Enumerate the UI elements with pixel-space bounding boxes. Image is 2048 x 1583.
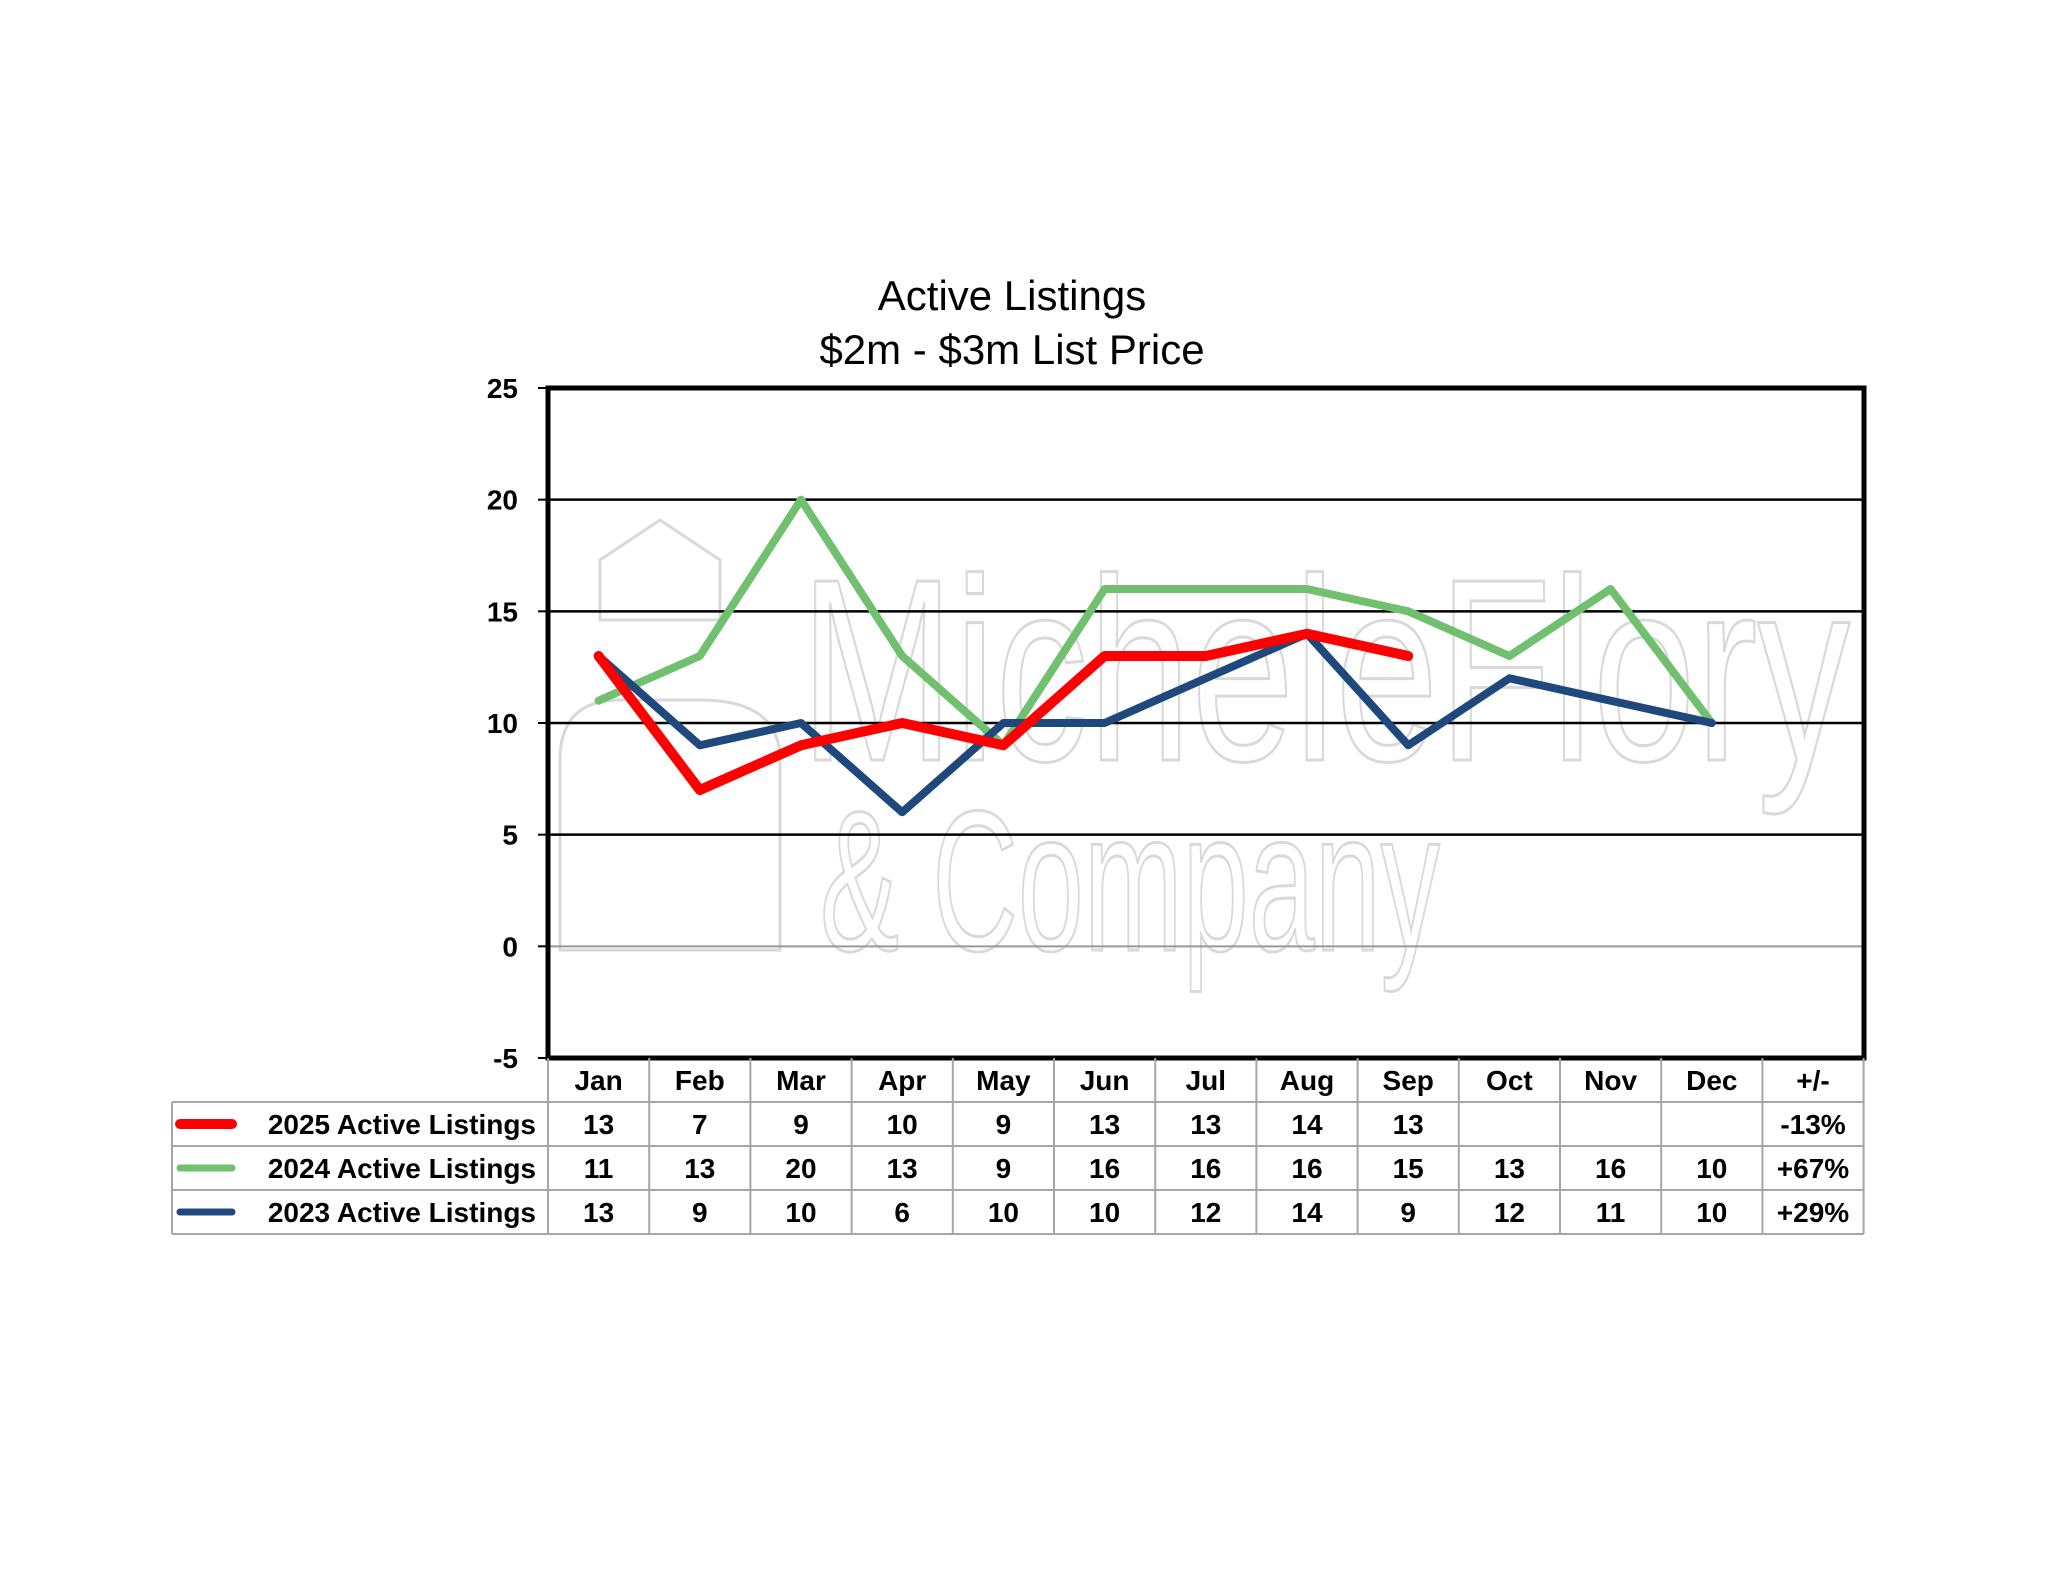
table-header-cell: Jun	[1080, 1065, 1130, 1096]
y-tick-label: 0	[502, 931, 518, 962]
table-value-cell: 10	[1696, 1197, 1727, 1228]
table-value-cell: 13	[583, 1109, 614, 1140]
data-table: Jan Feb Mar Apr May Jun Jul Aug Sep Oct Nov Dec +/- 2…	[171, 1058, 1865, 1235]
table-value-cell: 10	[988, 1197, 1019, 1228]
table-header-cell: Nov	[1584, 1065, 1637, 1096]
series-line-2	[594, 629, 1716, 817]
table-value-cell: 6	[894, 1197, 910, 1228]
table-value-cell: 14	[1291, 1197, 1323, 1228]
y-tick-label: 5	[502, 820, 518, 851]
table-value-cell: 20	[785, 1153, 816, 1184]
table-value-cell: 16	[1190, 1153, 1221, 1184]
table-value-cell: 9	[996, 1109, 1012, 1140]
table-value-cell: 12	[1190, 1197, 1221, 1228]
table-value-cell: 13	[583, 1197, 614, 1228]
table-header-cell: Sep	[1383, 1065, 1434, 1096]
legend-label: 2023 Active Listings	[268, 1197, 536, 1228]
y-tick-label: 20	[487, 485, 518, 516]
table-header-change: +/-	[1796, 1065, 1829, 1096]
table-value-cell: 15	[1393, 1153, 1424, 1184]
table-value-cell: 9	[793, 1109, 809, 1140]
table-value-cell: 11	[584, 1153, 614, 1184]
table-change-cell: -13%	[1780, 1109, 1845, 1140]
table-header-cell: Oct	[1486, 1065, 1533, 1096]
table-value-cell: 10	[887, 1109, 918, 1140]
table-value-cell: 10	[1089, 1197, 1120, 1228]
legend-label: 2024 Active Listings	[268, 1153, 536, 1184]
y-tick-label: 15	[487, 596, 518, 627]
table-value-cell: 14	[1291, 1109, 1323, 1140]
table-value-cell: 10	[1696, 1153, 1727, 1184]
table-value-cell: 9	[692, 1197, 708, 1228]
table-header-cell: Dec	[1686, 1065, 1737, 1096]
table-header-cell: Aug	[1280, 1065, 1334, 1096]
table-value-cell: 13	[887, 1153, 918, 1184]
series-lines	[593, 495, 1716, 817]
plot-frame	[545, 385, 1867, 1061]
legend-label: 2025 Active Listings	[268, 1109, 536, 1140]
table-change-cell: +29%	[1777, 1197, 1849, 1228]
y-tick-label: -5	[493, 1043, 518, 1074]
watermark-house-icon	[558, 518, 782, 952]
table-value-cell: 13	[684, 1153, 715, 1184]
table-header-cell: Jan	[574, 1065, 622, 1096]
table-value-cell: 11	[1596, 1197, 1626, 1228]
y-tick-label: 10	[487, 708, 518, 739]
table-header-cell: Apr	[878, 1065, 926, 1096]
table-value-cell: 13	[1393, 1109, 1424, 1140]
table-value-cell: 16	[1291, 1153, 1322, 1184]
series-line-1	[594, 495, 1716, 750]
table-value-cell: 7	[692, 1109, 708, 1140]
table-header-cell: Mar	[776, 1065, 826, 1096]
table-header-cell: Feb	[675, 1065, 725, 1096]
table-header-cell: Jul	[1186, 1065, 1226, 1096]
gridlines	[548, 498, 1864, 948]
watermark-line2: & Company	[820, 770, 1440, 993]
chart-subtitle: $2m - $3m List Price	[819, 326, 1204, 373]
series-line-0	[593, 628, 1414, 795]
table-value-cell: 13	[1494, 1153, 1525, 1184]
table-value-cell: 9	[1400, 1197, 1416, 1228]
table-value-cell: 16	[1595, 1153, 1626, 1184]
table-header-cell: May	[976, 1065, 1031, 1096]
table-value-cell: 16	[1089, 1153, 1120, 1184]
chart-title: Active Listings	[878, 272, 1146, 319]
y-axis-ticks: 25 20 15 10 5 0 -5	[487, 373, 548, 1074]
y-tick-label: 25	[487, 373, 518, 404]
table-value-cell: 13	[1089, 1109, 1120, 1140]
table-value-cell: 12	[1494, 1197, 1525, 1228]
table-value-cell: 13	[1190, 1109, 1221, 1140]
table-value-cell: 10	[785, 1197, 816, 1228]
table-value-cell: 9	[996, 1153, 1012, 1184]
table-change-cell: +67%	[1777, 1153, 1849, 1184]
